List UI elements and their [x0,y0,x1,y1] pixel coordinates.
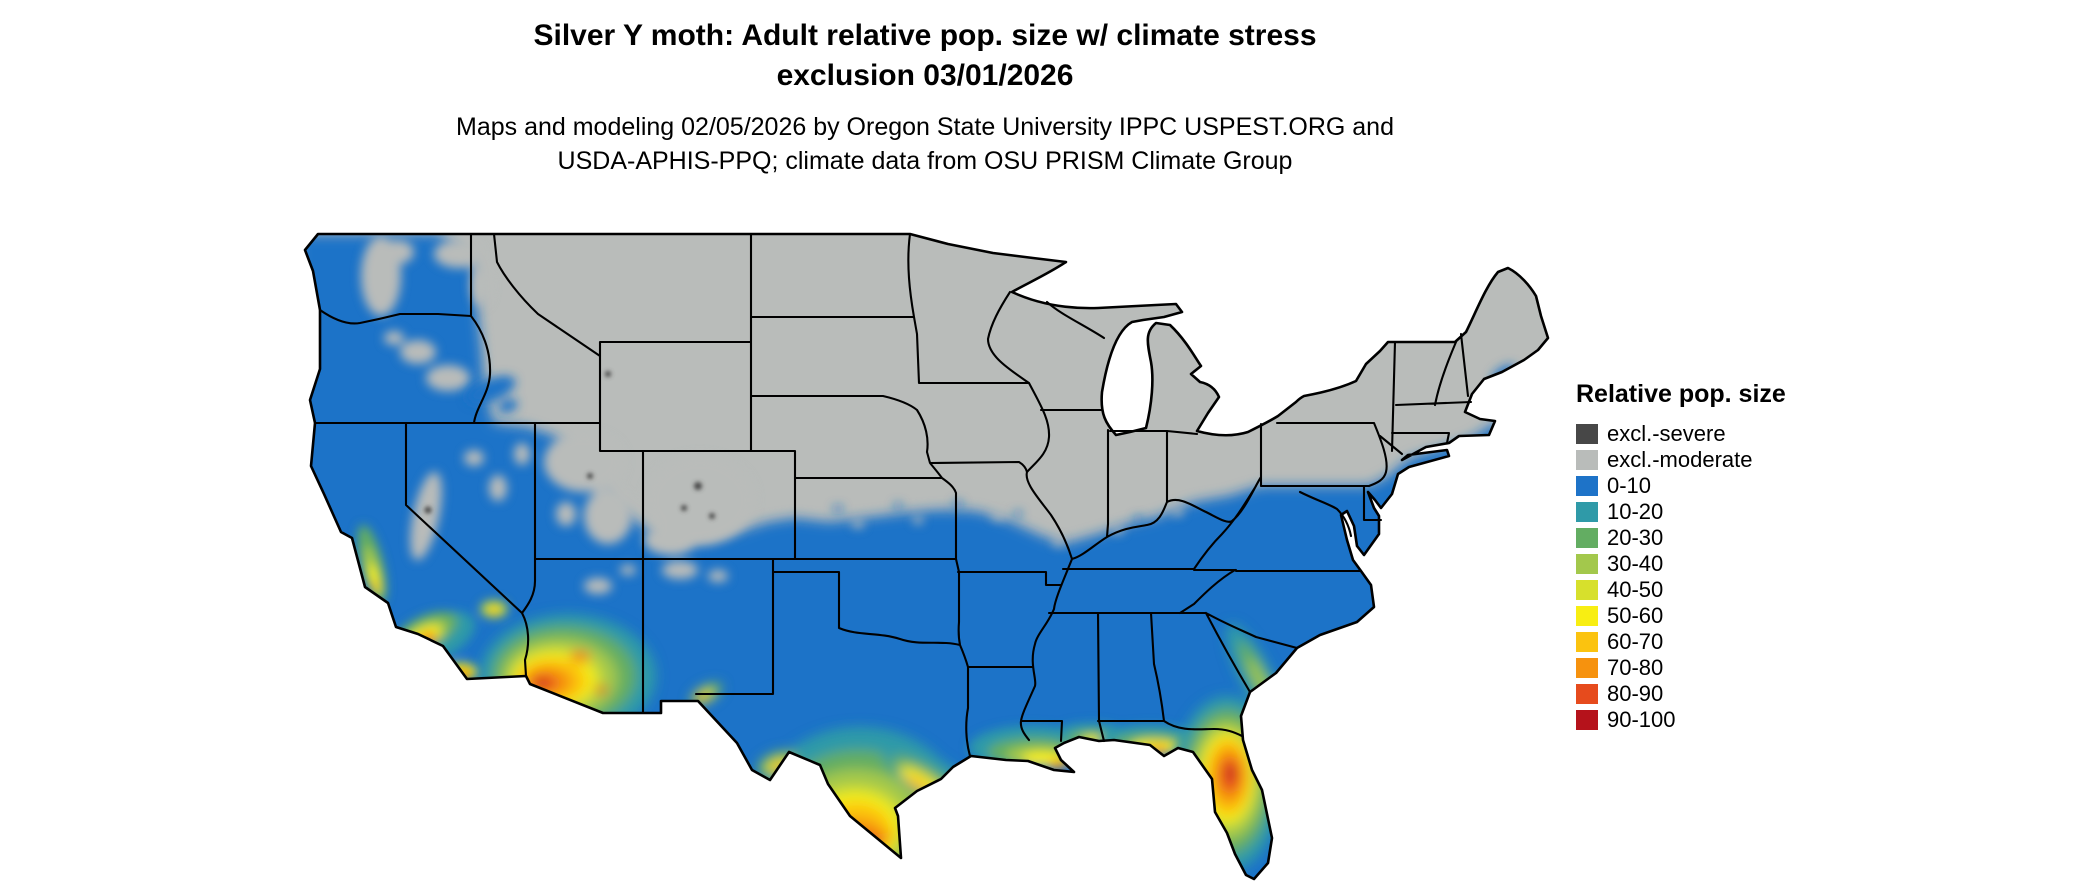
legend-item-label: 50-60 [1607,603,1664,628]
map-title-line2: exclusion 03/01/2026 [776,59,1074,92]
us-map [303,232,1550,881]
map-title-line1: Silver Y moth: Adult relative pop. size … [533,19,1317,52]
legend-item: 0-10 [1576,473,1786,499]
map-hotspot-gulf-coast [969,723,1199,770]
legend-color-swatch [1576,658,1598,678]
legend-item-label: excl.-severe [1607,421,1726,446]
map-patches-excluded-severe [424,371,715,519]
legend-item: 90-100 [1576,707,1786,733]
legend-item: 80-90 [1576,681,1786,707]
legend-color-swatch [1576,580,1598,600]
map-patches-excluded [361,236,1183,594]
legend-item: 70-80 [1576,655,1786,681]
legend-color-swatch [1576,554,1598,574]
legend-item: 20-30 [1576,525,1786,551]
legend-item-label: 70-80 [1607,655,1664,680]
map-state-borders [313,232,1473,758]
legend-item-label: excl.-moderate [1607,447,1753,472]
legend-item: 50-60 [1576,603,1786,629]
legend-color-swatch [1576,632,1598,652]
legend-color-swatch [1576,476,1598,496]
map-subtitle: Maps and modeling 02/05/2026 by Oregon S… [0,110,1850,178]
map-subtitle-line1: Maps and modeling 02/05/2026 by Oregon S… [456,113,1394,141]
legend-item: 10-20 [1576,499,1786,525]
map-subtitle-line2: USDA-APHIS-PPQ; climate data from OSU PR… [557,147,1293,175]
legend-item: excl.-moderate [1576,447,1786,473]
legend-item-label: 90-100 [1607,707,1676,732]
legend-color-swatch [1576,502,1598,522]
legend-items: excl.-severe excl.-moderate 0-10 10-20 2… [1576,421,1786,733]
legend-title: Relative pop. size [1576,380,1786,408]
legend-item-label: 0-10 [1607,473,1652,498]
legend-item-label: 80-90 [1607,681,1664,706]
legend-color-swatch [1576,684,1598,704]
legend-item-label: 10-20 [1607,499,1664,524]
legend-item: excl.-severe [1576,421,1786,447]
legend-item-label: 30-40 [1607,551,1664,576]
legend-color-swatch [1576,450,1598,470]
legend-color-swatch [1576,710,1598,730]
legend-item: 60-70 [1576,629,1786,655]
legend-item-label: 60-70 [1607,629,1664,654]
map-land-outline [303,232,1550,881]
legend: Relative pop. size excl.-severe excl.-mo… [1576,380,1786,733]
legend-item-label: 20-30 [1607,525,1664,550]
legend-color-swatch [1576,424,1598,444]
header: Silver Y moth: Adult relative pop. size … [0,16,1850,178]
map-title: Silver Y moth: Adult relative pop. size … [0,16,1850,96]
legend-item-label: 40-50 [1607,577,1664,602]
legend-color-swatch [1576,528,1598,548]
legend-item: 40-50 [1576,577,1786,603]
legend-item: 30-40 [1576,551,1786,577]
legend-color-swatch [1576,606,1598,626]
